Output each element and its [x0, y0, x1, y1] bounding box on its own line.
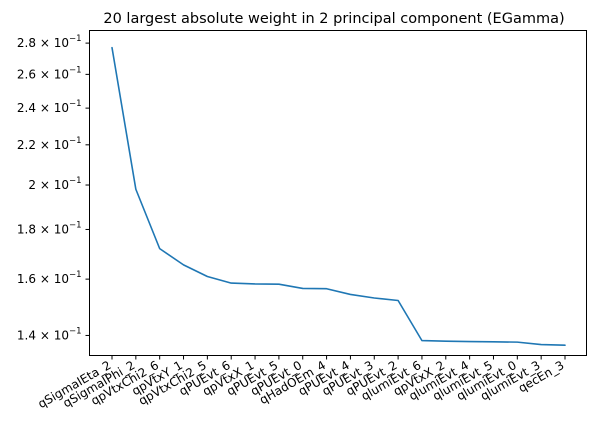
- y-tick-label: 2.8 × 10−1: [17, 34, 82, 50]
- y-tick-label: 1.6 × 10−1: [17, 270, 82, 286]
- plot-area-frame: [89, 30, 587, 356]
- y-tick-label-times: ×: [40, 36, 54, 50]
- y-tick-label: 2.4 × 10−1: [17, 99, 82, 115]
- y-tick-label-mantissa: 1.4: [17, 328, 40, 342]
- y-tick-label-mantissa: 2: [28, 178, 39, 192]
- y-tick-label-exponent: −1: [69, 34, 82, 44]
- y-tick-label-mantissa: 2.8: [17, 36, 40, 50]
- y-tick-label-exponent: −1: [69, 65, 82, 75]
- y-tick-label-base: 10: [54, 36, 69, 50]
- y-tick-label-times: ×: [40, 328, 54, 342]
- series-group: [111, 46, 566, 347]
- y-tick-label-base: 10: [54, 272, 69, 286]
- y-tick-label-times: ×: [40, 178, 54, 192]
- y-tick-label-exponent: −1: [69, 176, 82, 186]
- y-axis: 1.4 × 10−11.6 × 10−11.8 × 10−12 × 10−12.…: [17, 34, 90, 342]
- series-line: [111, 46, 566, 347]
- y-tick-label-mantissa: 2.2: [17, 138, 40, 152]
- y-tick-label-times: ×: [40, 272, 54, 286]
- y-tick-label-base: 10: [54, 67, 69, 81]
- y-tick-label-mantissa: 1.8: [17, 222, 40, 236]
- y-tick-label-base: 10: [54, 328, 69, 342]
- y-tick-label-mantissa: 2.4: [17, 101, 40, 115]
- y-tick-label: 1.8 × 10−1: [17, 220, 82, 236]
- y-tick-label: 2.6 × 10−1: [17, 65, 82, 81]
- y-tick-label-base: 10: [54, 101, 69, 115]
- y-tick-label: 2.2 × 10−1: [17, 136, 82, 152]
- y-tick-label-exponent: −1: [69, 136, 82, 146]
- y-tick-label-base: 10: [54, 222, 69, 236]
- y-tick-label-exponent: −1: [69, 99, 82, 109]
- y-tick-label-base: 10: [54, 138, 69, 152]
- x-axis: qSigmaIEta_2qSigmaIPhi_2qpVtxChi2_6qpVtx…: [35, 355, 567, 411]
- y-tick-label-mantissa: 1.6: [17, 272, 40, 286]
- y-tick-label-exponent: −1: [69, 270, 82, 280]
- y-tick-label: 1.4 × 10−1: [17, 326, 82, 342]
- y-tick-label-mantissa: 2.6: [17, 67, 40, 81]
- y-tick-label-times: ×: [40, 138, 54, 152]
- chart-title: 20 largest absolute weight in 2 principa…: [103, 11, 564, 27]
- y-tick-label-times: ×: [40, 101, 54, 115]
- y-tick-label: 2 × 10−1: [28, 176, 81, 192]
- y-tick-label-times: ×: [40, 222, 54, 236]
- y-tick-label-base: 10: [54, 178, 69, 192]
- y-tick-label-times: ×: [40, 67, 54, 81]
- y-tick-label-exponent: −1: [69, 326, 82, 336]
- y-tick-label-exponent: −1: [69, 220, 82, 230]
